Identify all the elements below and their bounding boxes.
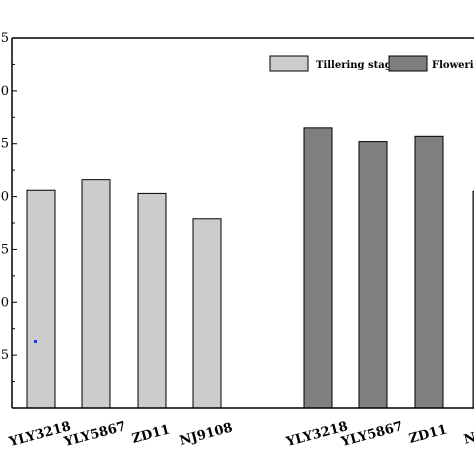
y-tick-label: 0 [1,190,9,205]
blue-dot-marker [34,340,37,343]
bar-flowering-zd11 [414,135,444,409]
y-tick-label: 5 [1,242,9,257]
x-label-flowering-nj9108: NJ910 [462,422,474,448]
y-ticks-group: 5 0 5 0 5 0 5 [1,31,17,383]
y-tick-label: 0 [1,84,9,99]
legend-label-tillering: Tillering stage [316,60,398,71]
y-tick-label: 5 [1,137,9,152]
bar-tillering-zd11 [137,192,167,409]
y-tick-label: 0 [1,295,9,310]
y-tick-label: 5 [1,31,9,46]
legend-swatch-tillering [269,55,309,72]
bar-flowering-yly3218 [303,127,333,409]
legend-label-flowering: Floweri [432,60,474,71]
bar-tillering-nj9108 [192,218,222,409]
legend-swatch-flowering [388,55,428,72]
bar-tillering-yly5867 [81,179,111,409]
bar-flowering-yly5867 [358,141,388,409]
bar-tillering-yly3218 [26,189,56,409]
legend: Tillering stage Floweri [269,55,474,72]
bars-group [26,127,474,409]
y-tick-label: 5 [1,348,9,363]
